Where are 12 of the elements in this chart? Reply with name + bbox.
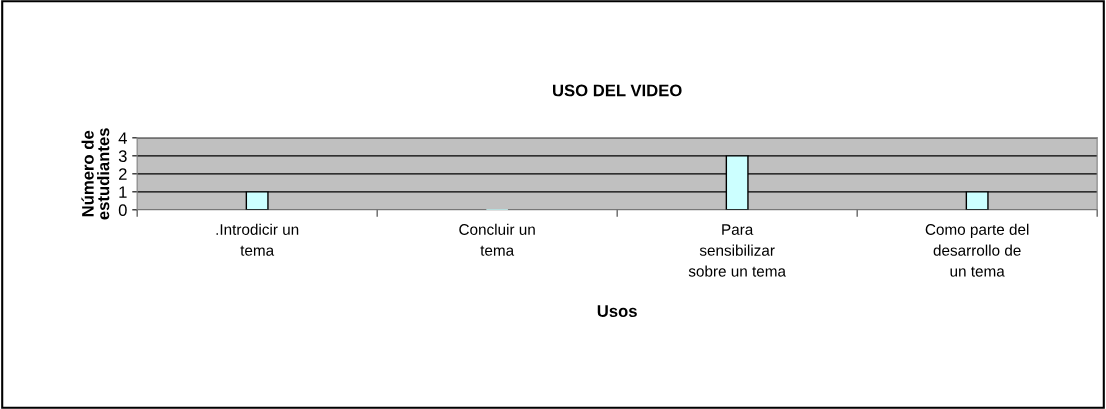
x-tick-label: .Introdicir un tema xyxy=(216,223,299,256)
x-tick-label: Para sensibilizar sobre un tema xyxy=(688,224,786,277)
y-tick-label: 4 xyxy=(118,132,127,144)
x-tick-label: Concluir un tema xyxy=(459,223,535,256)
y-axis-title: Número de estudiantes xyxy=(81,128,110,220)
y-tick-label: 0 xyxy=(118,204,127,217)
x-axis-title: Usos xyxy=(597,305,637,317)
y-tick-label: 2 xyxy=(118,168,127,180)
chart-title: USO DEL VIDEO xyxy=(553,84,682,97)
y-tick-label: 3 xyxy=(118,150,127,163)
y-tick-label: 1 xyxy=(119,186,127,198)
x-tick-label: Como parte del desarrollo de un tema xyxy=(925,223,1029,277)
